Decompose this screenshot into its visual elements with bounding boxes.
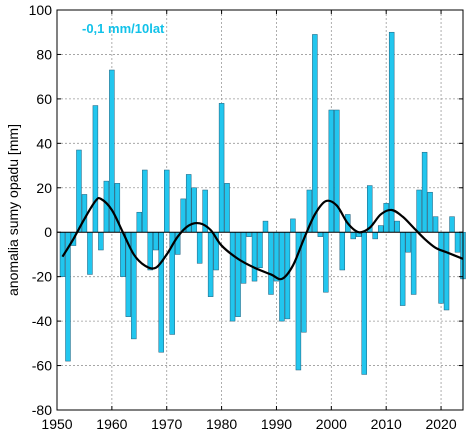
bar-2021 [443, 231, 450, 311]
bar-1970 [164, 169, 170, 233]
bar-2022 [449, 216, 455, 233]
y-tick-label: -20 [32, 269, 52, 285]
bar-2009 [377, 225, 384, 233]
bar-1964 [131, 231, 137, 340]
bar-1955 [81, 194, 88, 233]
bar-1987 [257, 231, 263, 269]
x-tick-label: 1970 [151, 416, 182, 432]
bar-1993 [290, 218, 296, 233]
x-tick-label: 2010 [371, 416, 402, 432]
x-tick-label: 2000 [316, 416, 347, 432]
bar-1957 [92, 105, 99, 233]
bar-1956 [87, 231, 93, 275]
bar-2018 [427, 191, 433, 233]
y-axis-label: anomalia sumy opadu [mm] [5, 124, 21, 296]
bar-2006 [361, 231, 367, 375]
bar-1958 [98, 231, 104, 251]
smoothed-trend-line [61, 196, 464, 281]
y-tick-label: 40 [36, 135, 52, 151]
bar-1989 [268, 231, 274, 295]
bar-2016 [416, 189, 422, 233]
x-tick-label: 1950 [41, 416, 72, 432]
bar-1999 [323, 231, 329, 293]
y-tick-label: 60 [36, 91, 52, 107]
y-tick-label: 20 [36, 180, 52, 196]
bars [59, 31, 466, 375]
bar-2013 [399, 231, 406, 306]
bar-1968 [153, 231, 159, 251]
bar-1983 [235, 231, 241, 317]
y-tick-label: 80 [36, 46, 52, 62]
bar-1990 [273, 231, 280, 282]
bar-2008 [372, 231, 378, 240]
bar-2011 [388, 31, 395, 233]
bar-1998 [317, 231, 324, 237]
bar-1981 [224, 183, 230, 233]
bar-1985 [246, 231, 252, 237]
bar-2014 [405, 231, 411, 253]
bar-1988 [262, 220, 269, 233]
bar-1997 [312, 34, 318, 233]
bar-1995 [301, 231, 307, 333]
y-tick-label: -80 [32, 402, 52, 418]
y-tick-label: -40 [32, 313, 52, 329]
x-tick-label: 2020 [425, 416, 456, 432]
y-tick-label: -60 [32, 358, 52, 374]
bar-2004 [350, 231, 356, 240]
y-tick-label: 0 [44, 224, 52, 240]
plot-frame [56, 9, 464, 411]
x-tick-label: 1990 [261, 416, 292, 432]
bar-1966 [142, 169, 148, 233]
bar-2002 [339, 231, 346, 271]
bar-2017 [421, 151, 428, 233]
bar-2019 [432, 216, 439, 233]
x-tick-label: 1960 [96, 416, 127, 432]
trend-annotation: -0,1 mm/10lat [82, 21, 165, 36]
axis-ticks: -80 -60 -40 -20 0 20 40 60 80 100 1950 1960 1970 1980… [29, 2, 463, 432]
bar-1986 [251, 231, 258, 282]
bar-1976 [196, 231, 203, 264]
bar-1954 [76, 149, 82, 233]
bar-2012 [394, 220, 400, 233]
bar-2010 [383, 203, 389, 233]
bar-1969 [158, 231, 164, 353]
bar-1965 [136, 211, 143, 233]
x-tick-label: 1980 [206, 416, 237, 432]
bar-1975 [191, 187, 197, 233]
bar-1978 [207, 231, 214, 297]
bar-1984 [240, 231, 247, 284]
bar-2001 [334, 109, 340, 233]
bar-1982 [229, 231, 236, 322]
bar-1980 [218, 103, 225, 233]
bar-1967 [147, 231, 153, 271]
y-tick-label: 100 [29, 2, 53, 18]
bar-2015 [410, 231, 417, 295]
bar-2000 [328, 109, 335, 233]
bar-2020 [438, 231, 444, 304]
bar-2023 [454, 231, 461, 253]
bar-1962 [120, 231, 126, 277]
